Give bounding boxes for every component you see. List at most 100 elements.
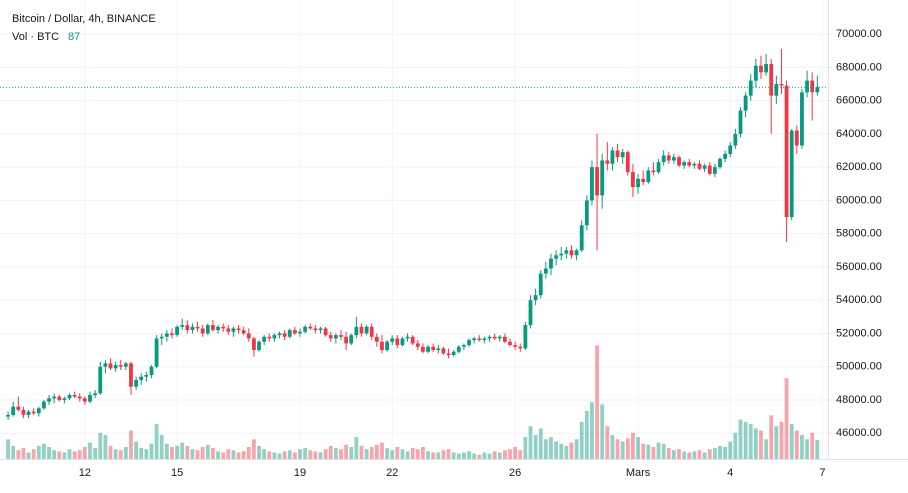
candle-body [682, 162, 687, 166]
candle-body [339, 335, 343, 337]
candle-body [508, 341, 512, 346]
volume-bar [308, 450, 313, 459]
volume-bar [231, 450, 236, 459]
volume-bar [21, 448, 26, 459]
volume-bar [72, 451, 77, 459]
volume-bar [800, 434, 804, 459]
volume-bar [584, 410, 589, 459]
candle-body [559, 253, 564, 256]
volume-bar [523, 437, 528, 459]
volume-bar [226, 449, 231, 459]
candle-body [426, 346, 430, 352]
candle-body [482, 338, 487, 341]
volume-bar [277, 453, 282, 459]
volume-bar [241, 451, 246, 459]
volume-bar [52, 450, 57, 459]
volume-bar [564, 445, 569, 459]
candle-body [349, 335, 354, 344]
candle-body [815, 87, 820, 93]
candle-body [134, 380, 139, 387]
volume-bar [738, 419, 743, 459]
volume-bar [456, 453, 461, 459]
candle-body [431, 346, 436, 351]
candle-body [292, 330, 297, 334]
candle-body [641, 178, 646, 183]
volume-bar [185, 445, 190, 459]
candle-body [149, 366, 154, 376]
candle-body [789, 130, 794, 218]
candle-body [246, 333, 251, 339]
volume-bar [733, 432, 738, 459]
candle-body [226, 328, 231, 332]
candle-body [262, 336, 267, 342]
volume-bar [497, 452, 502, 459]
candle-body [144, 375, 149, 377]
candle-body [600, 160, 605, 196]
candle-body [810, 80, 815, 93]
candle-body [333, 335, 338, 339]
volume-bar [369, 446, 374, 459]
candle-body [211, 325, 215, 331]
candle-body [487, 336, 492, 339]
volume-bar [313, 451, 318, 459]
candle-body [451, 351, 456, 356]
candle-body [533, 295, 538, 301]
candle-body [267, 336, 272, 339]
candle-body [620, 152, 625, 158]
candle-body [518, 346, 523, 349]
candle-body [794, 130, 799, 146]
volume-bar [26, 452, 31, 459]
candle-body [528, 300, 533, 326]
y-tick-label: 58000.00 [836, 228, 882, 240]
y-tick-label: 50000.00 [836, 361, 882, 373]
volume-bar [400, 449, 405, 459]
volume-bar [441, 450, 446, 459]
volume-bar [508, 449, 512, 459]
volume-bar [108, 445, 113, 459]
candle-body [72, 394, 77, 397]
candle-body [277, 333, 282, 336]
volume-bar [16, 450, 21, 459]
volume-bar [805, 439, 809, 459]
volume-bar [451, 452, 456, 459]
volume-bar [42, 443, 46, 459]
candle-body [441, 348, 446, 354]
candle-body [462, 345, 466, 347]
candle-body [666, 155, 671, 161]
candle-body [298, 331, 302, 334]
candle-body [221, 326, 226, 329]
volume-bar [221, 452, 226, 459]
candle-body [170, 333, 174, 336]
candle-body [697, 163, 702, 169]
volume-bar [641, 443, 646, 459]
volume-bar [82, 446, 87, 459]
candle-body [303, 326, 308, 332]
candle-body [380, 341, 384, 351]
volume-bar [349, 446, 354, 459]
volume-bar [144, 449, 149, 459]
volume-bar [426, 451, 430, 459]
volume-bar [569, 442, 574, 459]
volume-bar [810, 432, 815, 459]
candle-body [180, 325, 185, 327]
volume-bar [753, 428, 758, 459]
volume-bar [339, 449, 343, 459]
candle-body [605, 160, 610, 164]
y-tick-label: 68000.00 [836, 61, 882, 73]
volume-bar [815, 439, 820, 459]
y-tick-label: 48000.00 [836, 394, 882, 406]
candle-body [712, 167, 717, 174]
volume-bar [533, 434, 538, 459]
candle-body [190, 326, 195, 331]
volume-bar [262, 449, 267, 459]
y-tick-label: 64000.00 [836, 128, 882, 140]
candle-body [21, 409, 26, 415]
volume-bar [636, 437, 640, 459]
volume-bar [794, 430, 799, 459]
x-tick-label: 12 [79, 467, 91, 479]
volume-bar [625, 438, 630, 459]
volume-bar [779, 421, 784, 459]
candle-body [405, 336, 410, 339]
candle-body [728, 145, 733, 154]
candle-body [590, 167, 594, 201]
